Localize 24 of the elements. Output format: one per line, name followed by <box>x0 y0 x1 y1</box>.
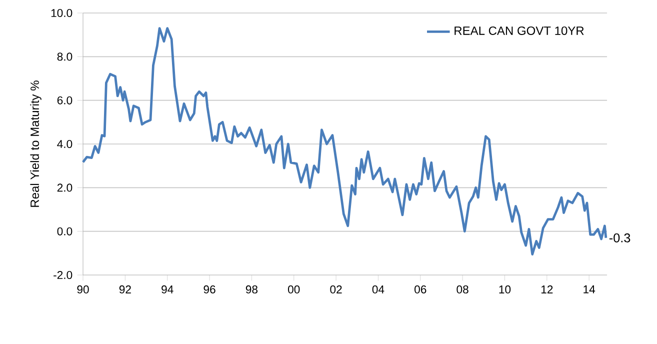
y-axis-title: Real Yield to Maturity % <box>30 80 42 207</box>
y-tick-label: 6.0 <box>57 96 72 104</box>
x-tick-label: 90 <box>77 285 89 294</box>
x-tick-label: 02 <box>330 285 342 294</box>
y-tick-label: -2.0 <box>54 270 72 280</box>
x-tick-label: 96 <box>204 285 216 294</box>
x-tick-label: 94 <box>162 285 174 294</box>
x-tick-label: 98 <box>246 285 258 294</box>
x-tick-label: 14 <box>584 285 596 294</box>
line-series <box>82 27 608 256</box>
y-tick-label: 4.0 <box>57 140 72 148</box>
x-tick-label: 08 <box>456 285 468 294</box>
x-tick-label: 92 <box>119 285 131 294</box>
y-tick-label: 2.0 <box>57 184 72 192</box>
y-tick-label: 8.0 <box>57 52 72 61</box>
x-tick-label: 12 <box>541 285 553 294</box>
y-tick-label: 0.0 <box>57 227 72 236</box>
legend-label: REAL CAN GOVT 10YR <box>454 26 584 35</box>
x-tick-label: 00 <box>288 285 300 294</box>
annotation: -0.3 <box>609 233 630 242</box>
x-tick-label: 06 <box>414 285 426 294</box>
x-tick-label: 04 <box>372 285 384 294</box>
y-tick-label: 10.0 <box>51 9 72 18</box>
x-tick-label: 10 <box>499 285 511 294</box>
